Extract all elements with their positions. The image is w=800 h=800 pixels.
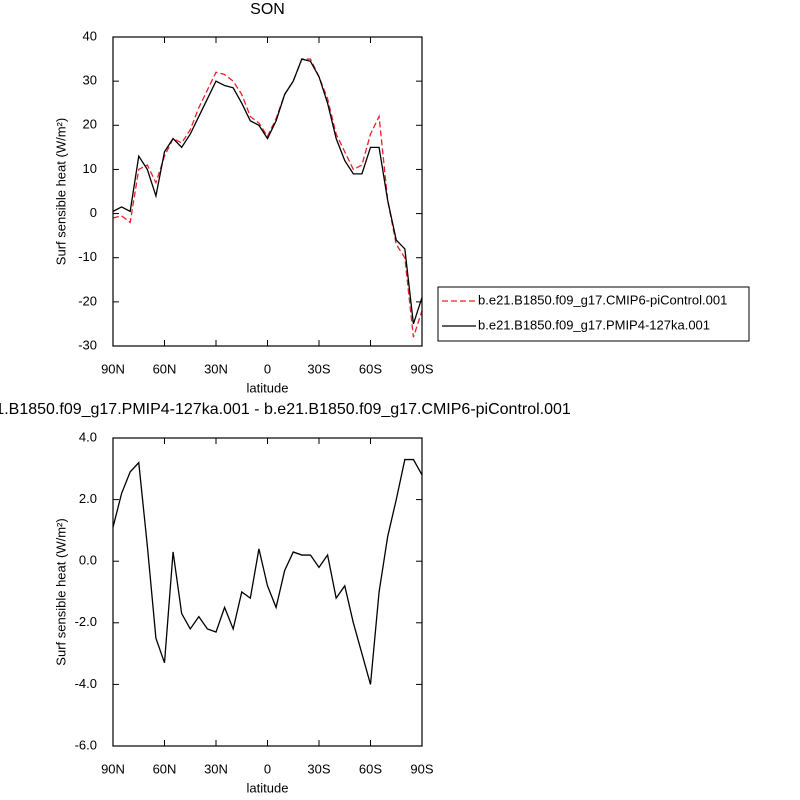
- legend-box: [437, 286, 750, 342]
- y-tick-label: 4.0: [79, 429, 97, 444]
- plot-frame: [112, 36, 423, 347]
- y-tick-label: -20: [78, 293, 97, 308]
- x-tick-label: 90N: [101, 761, 125, 776]
- y-tick-label: -4.0: [75, 676, 97, 691]
- x-tick-label: 60S: [359, 361, 382, 376]
- x-tick-label: 30N: [204, 761, 228, 776]
- y-tick-label: -30: [78, 337, 97, 352]
- x-tick-label: 30N: [204, 361, 228, 376]
- x-tick-label: 90S: [410, 761, 433, 776]
- x-tick-label: 60N: [153, 761, 177, 776]
- y-tick-label: 40: [83, 28, 97, 43]
- y-tick-label: -6.0: [75, 737, 97, 752]
- data-line: [112, 58, 423, 325]
- chart-title: SON: [250, 1, 285, 18]
- y-tick-label: 0.0: [79, 553, 97, 568]
- chart-title: b.e21.B1850.f09_g17.PMIP4-127ka.001 - b.…: [0, 401, 571, 418]
- legend-label: b.e21.B1850.f09_g17.CMIP6-piControl.001: [478, 292, 727, 307]
- y-axis-label: Surf sensible heat (W/m²): [53, 118, 68, 265]
- x-tick-label: 30S: [307, 361, 330, 376]
- plot-frame: [112, 437, 423, 747]
- legend-label: b.e21.B1850.f09_g17.PMIP4-127ka.001: [478, 317, 710, 332]
- x-tick-label: 60N: [153, 361, 177, 376]
- y-tick-label: 0: [90, 205, 97, 220]
- y-axis-label: Surf sensible heat (W/m²): [53, 518, 68, 665]
- x-tick-label: 0: [264, 761, 271, 776]
- x-axis-label: latitude: [247, 380, 289, 395]
- y-tick-label: -2.0: [75, 614, 97, 629]
- data-line: [112, 458, 423, 685]
- y-tick-label: 10: [83, 161, 97, 176]
- x-tick-label: 60S: [359, 761, 382, 776]
- y-tick-label: -10: [78, 249, 97, 264]
- y-tick-label: 20: [83, 117, 97, 132]
- x-tick-label: 30S: [307, 761, 330, 776]
- y-tick-label: 2.0: [79, 491, 97, 506]
- data-line: [112, 58, 423, 338]
- x-tick-label: 90N: [101, 361, 125, 376]
- x-axis-label: latitude: [247, 780, 289, 795]
- y-tick-label: 30: [83, 73, 97, 88]
- x-tick-label: 90S: [410, 361, 433, 376]
- x-tick-label: 0: [264, 361, 271, 376]
